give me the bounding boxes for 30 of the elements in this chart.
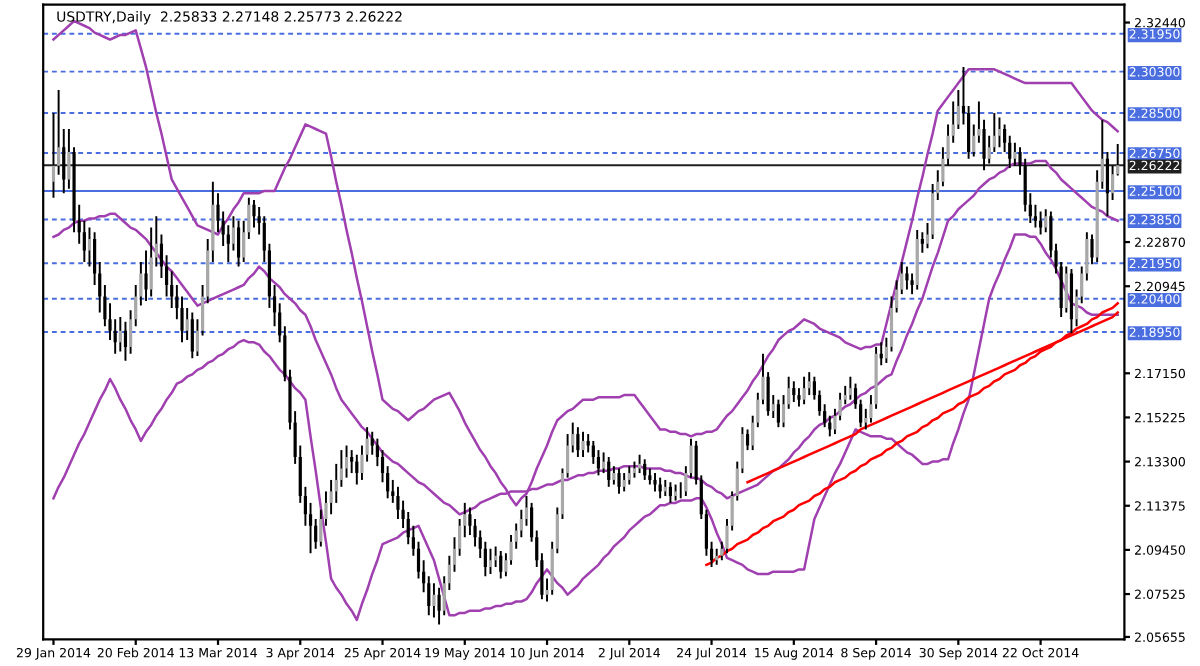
candlestick bbox=[236, 219, 241, 268]
candlestick bbox=[1039, 210, 1043, 236]
line-series bbox=[705, 302, 1119, 567]
candlestick bbox=[627, 465, 631, 486]
candlestick bbox=[396, 485, 400, 520]
candlestick bbox=[776, 398, 780, 429]
candlestick bbox=[653, 472, 657, 493]
candlestick bbox=[1069, 267, 1074, 335]
candlestick bbox=[997, 116, 1002, 149]
candlestick bbox=[807, 371, 811, 397]
line-series bbox=[52, 233, 1119, 622]
candlestick bbox=[802, 375, 806, 406]
candlestick bbox=[617, 467, 621, 495]
candlestick bbox=[581, 430, 585, 458]
candlestick bbox=[123, 320, 128, 362]
candlestick bbox=[1013, 141, 1017, 167]
candlestick bbox=[499, 550, 503, 580]
candlestick bbox=[190, 311, 194, 360]
candlestick bbox=[576, 426, 580, 458]
candlestick bbox=[792, 380, 796, 403]
candlestick bbox=[622, 472, 626, 493]
candlestick bbox=[915, 228, 919, 291]
candlestick bbox=[612, 465, 616, 486]
candlestick bbox=[848, 375, 852, 401]
candlestick bbox=[607, 456, 611, 488]
candlestick bbox=[905, 265, 909, 291]
candlestick bbox=[432, 582, 436, 619]
candlestick bbox=[87, 226, 92, 268]
candlestick bbox=[668, 481, 673, 504]
candlestick bbox=[488, 547, 493, 575]
